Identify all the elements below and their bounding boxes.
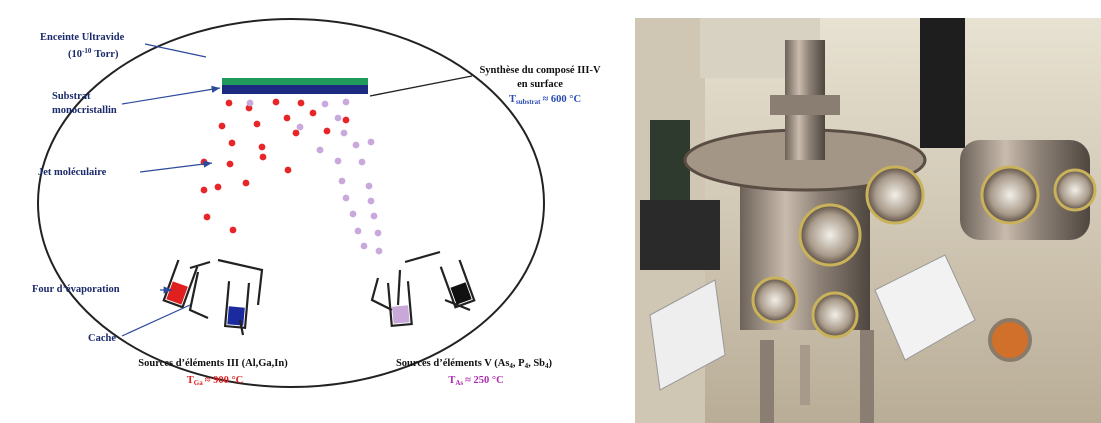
beam-particle [201, 187, 208, 194]
beam-particle [343, 117, 350, 124]
beam-particle [230, 227, 237, 234]
beam-particle [297, 124, 304, 131]
beam-particle [368, 139, 375, 146]
photo [635, 18, 1101, 423]
label: Substrat [52, 91, 91, 102]
page: Enceinte Ultravide (10-10Torr) Substrat … [0, 0, 1101, 423]
beam-particle [273, 99, 280, 106]
beam-particle [310, 110, 317, 117]
sources-v [372, 252, 474, 326]
beam-particle [259, 144, 266, 151]
beam-particle [322, 101, 329, 108]
label: TGa≈ 900 °C [187, 375, 244, 387]
beam-particle [227, 161, 234, 168]
beam-particle [260, 154, 267, 161]
beam-particle [243, 180, 250, 187]
beam-particle [285, 167, 292, 174]
molecular-beam [201, 99, 383, 255]
beam-particle [219, 123, 226, 130]
chamber-outline [38, 19, 544, 387]
beam-particle [350, 211, 357, 218]
beam-particle [226, 100, 233, 107]
beam-particle [254, 121, 261, 128]
beam-particle [317, 147, 324, 154]
beam-particle [341, 130, 348, 137]
beam-particle [359, 159, 366, 166]
beam-particle [229, 140, 236, 147]
beam-particle [204, 214, 211, 221]
beam-particle [324, 128, 331, 135]
beam-particle [335, 158, 342, 165]
beam-particle [371, 213, 378, 220]
beam-particle [355, 228, 362, 235]
beam-particle [375, 230, 382, 237]
label: Four d’évaporation [32, 284, 120, 295]
beam-particle [339, 178, 346, 185]
beam-particle [353, 142, 360, 149]
label: en surface [517, 79, 563, 90]
label: TAs≈ 250 °C [448, 375, 503, 387]
beam-particle [247, 100, 254, 107]
beam-particle [298, 100, 305, 107]
beam-particle [293, 130, 300, 137]
beam-particle [368, 198, 375, 205]
label: Sources d’éléments III (Al,Ga,In) [138, 358, 288, 369]
substrate [222, 85, 368, 94]
label: Sources d’éléments V (As4, P4, Sb4) [396, 358, 553, 370]
label: Tsubstrat≈ 600 °C [509, 94, 581, 106]
pointer [370, 76, 472, 96]
label: Jet moléculaire [38, 167, 107, 178]
label: monocristallin [52, 105, 117, 116]
label: Cache [88, 333, 116, 344]
beam-particle [343, 99, 350, 106]
beam-particle [215, 184, 222, 191]
label: Enceinte Ultravide [40, 32, 125, 43]
beam-particle [366, 183, 373, 190]
growth-layer [222, 78, 368, 85]
beam-particle [343, 195, 350, 202]
beam-particle [376, 248, 383, 255]
sources-iii [164, 260, 262, 335]
label: Synthèse du composé III-V [479, 65, 600, 76]
beam-particle [335, 115, 342, 122]
beam-particle [361, 243, 368, 250]
beam-particle [284, 115, 291, 122]
